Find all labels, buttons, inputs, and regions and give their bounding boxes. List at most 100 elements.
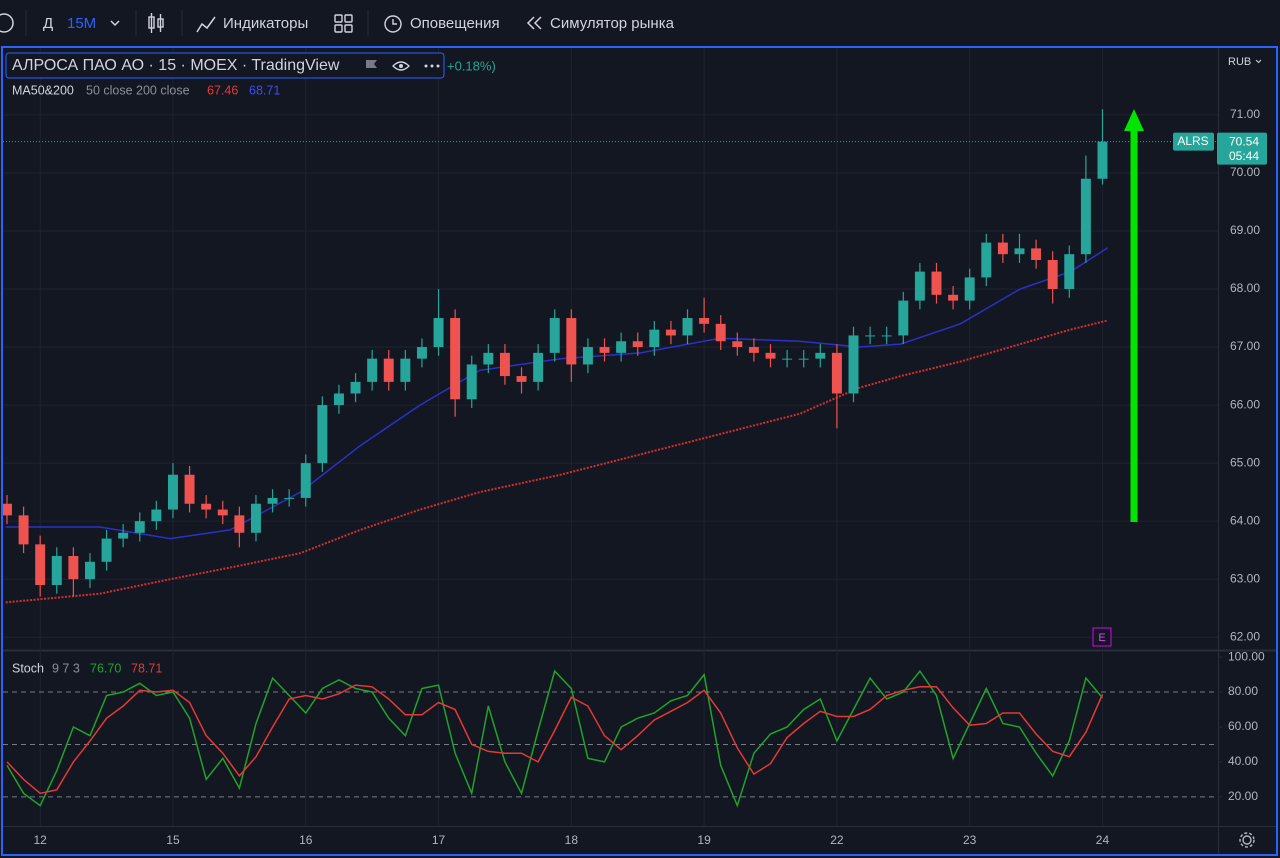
replay-button[interactable]: Симулятор рынка (550, 15, 675, 32)
y-tick-label: 68.00 (1230, 281, 1260, 295)
candle-body (765, 352, 776, 359)
candle-body (931, 271, 942, 295)
interval-chevron[interactable] (110, 20, 120, 27)
stoch-k-value: 76.70 (90, 661, 121, 675)
candle-body (51, 555, 62, 585)
candle-body (1014, 248, 1025, 255)
symbol-label: ALRS (1177, 134, 1208, 148)
candle-body (815, 352, 826, 359)
interval[interactable]: 15M (67, 15, 96, 32)
x-tick-label: 24 (1096, 833, 1110, 847)
x-tick-label: 23 (963, 833, 977, 847)
moving-average-line (5, 247, 1109, 540)
y-tick-label: 100.00 (1228, 649, 1265, 663)
stoch-line (6, 684, 1104, 795)
candle-body (134, 521, 145, 533)
price-change: +0.18%) (447, 58, 496, 73)
stoch-params: 9 7 3 (52, 661, 80, 675)
y-tick-label: 67.00 (1230, 339, 1260, 353)
indicators-icon[interactable] (196, 16, 216, 33)
event-marker-box[interactable] (1092, 627, 1112, 647)
indicators-button[interactable]: Индикаторы (223, 15, 308, 32)
stoch-title: Stoch (12, 661, 44, 675)
candle-body (433, 318, 444, 348)
candle-body (234, 515, 245, 533)
currency[interactable]: RUB (1228, 56, 1251, 68)
candle-body (782, 358, 793, 360)
ma200-value: 67.46 (207, 83, 238, 97)
symbol-tag (1173, 132, 1214, 151)
candle-body (948, 294, 959, 301)
candle-body (400, 358, 411, 382)
candle-body (167, 474, 178, 510)
candle-body (881, 335, 892, 337)
add-symbol-icon[interactable] (0, 13, 14, 33)
symbol-title: АЛРОСА ПАО АО · 15 · MOEX · TradingView (12, 57, 340, 74)
y-tick-label: 69.00 (1230, 223, 1260, 237)
alerts-icon[interactable] (384, 15, 402, 33)
candle-body (1097, 141, 1108, 179)
arrow-head (1124, 109, 1144, 131)
candle-body (632, 341, 643, 348)
candle-body (416, 347, 427, 359)
candle-body (699, 318, 710, 324)
candle-body (184, 474, 195, 504)
candle-body (450, 318, 461, 400)
candle-body (981, 242, 992, 278)
candle-body (732, 341, 743, 348)
candle-body (68, 555, 79, 580)
x-tick-label: 18 (565, 833, 579, 847)
candle-body (350, 381, 361, 394)
price-tag (1217, 132, 1267, 165)
y-tick-label: 70.00 (1230, 165, 1260, 179)
settings-icon[interactable] (1239, 832, 1255, 848)
y-tick-label: 66.00 (1230, 397, 1260, 411)
indicator-name: MA50&200 (12, 83, 74, 97)
y-tick-label: 64.00 (1230, 513, 1260, 527)
chart-type-icon[interactable] (148, 13, 164, 33)
eye-icon[interactable] (392, 61, 410, 71)
y-tick-label: 80.00 (1228, 684, 1258, 698)
candle-body (2, 503, 12, 516)
candle-body (914, 271, 925, 301)
candle-body (649, 329, 660, 348)
candle-body (466, 364, 477, 400)
candle-body (118, 532, 129, 539)
x-tick-label: 16 (299, 833, 313, 847)
flag-icon[interactable] (366, 60, 377, 68)
candle-body (250, 503, 261, 533)
candle-body (715, 323, 726, 342)
alerts-button[interactable]: Оповещения (410, 15, 500, 32)
interval-prefix[interactable]: Д (43, 15, 53, 32)
candle-body (367, 358, 378, 382)
price-legend: АЛРОСА ПАО АО · 15 · MOEX · TradingView … (5, 52, 496, 97)
candle-body (84, 561, 95, 580)
annotation-arrow (1124, 109, 1144, 522)
more-icon[interactable] (424, 64, 440, 68)
candle-body (1047, 259, 1058, 290)
event-marker[interactable]: E (1098, 632, 1105, 644)
toolbar: Д 15M Индикаторы Оповещения Симулятор ры… (0, 10, 675, 36)
stoch-line (6, 669, 1104, 808)
y-tick-label: 62.00 (1230, 629, 1260, 643)
currency-chevron (1255, 59, 1262, 64)
templates-icon[interactable] (334, 14, 353, 33)
candle-body (18, 515, 29, 545)
candle-body (616, 341, 627, 353)
replay-icon[interactable] (526, 16, 542, 30)
candle-body (300, 463, 311, 498)
eye-icon-pupil (399, 64, 403, 68)
chart-frame (1, 46, 1278, 856)
bar-timer: 05:44 (1229, 149, 1259, 163)
candle-body (997, 242, 1008, 255)
legend-box[interactable] (5, 52, 445, 79)
plot-area: 12 15 16 17 18 19 22 23 24 62.00 63.00 64.00 65.00 66… (2, 48, 1276, 854)
y-tick-label: 40.00 (1228, 754, 1258, 768)
candle-body (566, 318, 577, 365)
y-tick-label: 20.00 (1228, 789, 1258, 803)
candle-body (1064, 254, 1075, 290)
candle-body (333, 393, 344, 406)
candle-body (383, 358, 394, 382)
x-tick-label: 17 (432, 833, 446, 847)
